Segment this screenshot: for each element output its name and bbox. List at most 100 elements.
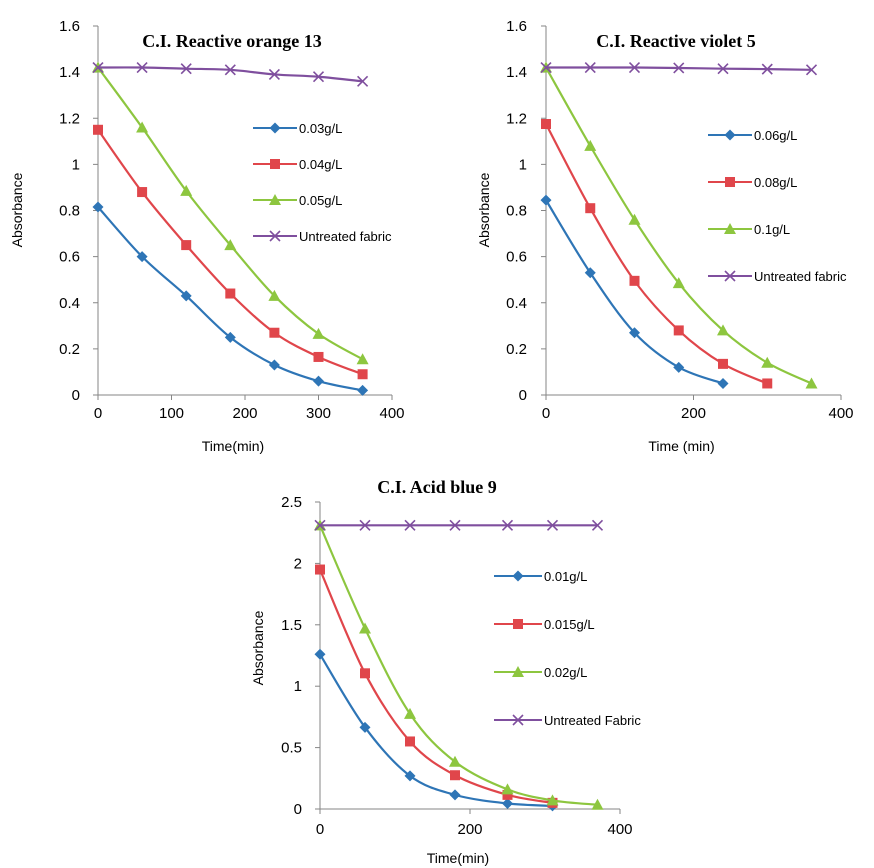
y-tick-label: 1 — [72, 156, 80, 173]
series-4 — [314, 519, 604, 531]
y-tick-label: 0.6 — [506, 249, 527, 266]
data-point — [137, 187, 148, 198]
data-point — [136, 61, 148, 74]
legend-swatch-marker — [512, 570, 524, 582]
legend-swatch-marker — [270, 159, 280, 169]
series-1 — [92, 201, 369, 396]
legend-label: 0.08g/L — [754, 175, 797, 190]
data-point — [315, 564, 325, 575]
data-point — [314, 519, 326, 531]
legend-label: 0.01g/L — [544, 569, 587, 584]
data-point — [357, 369, 368, 380]
legend-swatch-marker — [725, 177, 735, 187]
data-point — [673, 62, 685, 74]
legend-swatch-marker — [724, 270, 736, 282]
x-tick-label: 200 — [232, 405, 257, 422]
legend-item: 0.04g/L — [253, 157, 342, 172]
y-axis-label: Absorbance — [250, 610, 266, 685]
data-point — [628, 61, 641, 74]
x-tick-label: 400 — [379, 405, 404, 422]
data-point — [628, 213, 641, 225]
series-3 — [540, 61, 818, 389]
data-point — [584, 61, 596, 74]
data-point — [546, 519, 559, 531]
legend-item: 0.06g/L — [708, 128, 797, 143]
x-tick-label: 300 — [306, 405, 331, 422]
legend-item: 0.05g/L — [253, 193, 342, 208]
series-2 — [541, 119, 773, 389]
data-point — [540, 194, 552, 206]
series-line — [319, 653, 553, 808]
data-point — [225, 288, 236, 299]
data-point — [541, 119, 551, 130]
y-tick-label: 0.8 — [59, 203, 80, 220]
chart-1: C.I. Reactive orange 13 0 0.2 0.4 0.6 0.8 1 1.2… — [9, 18, 405, 454]
legend-item: 0.01g/L — [494, 569, 587, 584]
legend-item: Untreated fabric — [708, 269, 847, 284]
series-line — [97, 66, 364, 361]
y-tick-label: 0.4 — [59, 295, 80, 312]
data-point — [359, 622, 371, 634]
y-tick-label: 1.2 — [59, 110, 80, 127]
data-point — [359, 519, 371, 531]
data-point — [268, 359, 280, 371]
legend-swatch-marker — [269, 230, 281, 242]
y-tick-label: 1.4 — [59, 64, 80, 81]
data-point — [501, 783, 514, 795]
y-tick-label: 1.6 — [506, 18, 527, 35]
chart-title: C.I. Reactive violet 5 — [596, 31, 755, 51]
legend-label: Untreated fabric — [754, 269, 847, 284]
data-point — [313, 375, 324, 387]
data-point — [540, 61, 552, 74]
data-point — [359, 721, 371, 733]
data-point — [673, 325, 684, 336]
data-point — [761, 356, 774, 368]
data-point — [92, 201, 104, 213]
data-point — [180, 63, 192, 75]
legend-label: Untreated fabric — [299, 229, 392, 244]
data-point — [449, 789, 461, 801]
x-axis-label: Time(min) — [427, 850, 489, 866]
data-point — [180, 184, 193, 196]
y-tick-label: 1.4 — [506, 64, 527, 81]
data-point — [449, 755, 461, 767]
series-2 — [93, 124, 368, 380]
data-point — [584, 139, 597, 151]
data-point — [501, 519, 514, 531]
data-point — [268, 289, 281, 301]
x-tick-label: 400 — [828, 405, 853, 422]
data-point — [591, 519, 604, 531]
legend-label: Untreated Fabric — [544, 713, 641, 728]
data-point — [312, 71, 325, 83]
data-point — [672, 277, 685, 289]
legend-label: 0.06g/L — [754, 128, 797, 143]
data-point — [717, 63, 729, 75]
series-line — [545, 199, 724, 385]
series-4 — [540, 61, 818, 76]
data-point — [502, 797, 513, 809]
data-point — [673, 361, 685, 373]
y-axis-label: Absorbance — [476, 172, 492, 247]
data-point — [136, 251, 148, 263]
legend-label: 0.015g/L — [544, 617, 595, 632]
y-tick-label: 2.5 — [281, 494, 302, 511]
series-3 — [92, 61, 369, 365]
data-point — [502, 789, 513, 800]
x-tick-label: 200 — [681, 405, 706, 422]
legend-swatch-marker — [512, 666, 524, 677]
y-tick-label: 1.5 — [281, 617, 302, 634]
data-point — [313, 351, 324, 362]
x-axis-label: Time(min) — [202, 438, 264, 454]
chart-3: C.I. Acid blue 9 0 0.5 1 1.5 2 2.5 0 200 400 Time(… — [250, 477, 641, 866]
data-point — [312, 327, 325, 339]
data-point — [585, 203, 596, 214]
legend-item: 0.015g/L — [494, 617, 595, 632]
data-point — [404, 707, 416, 719]
y-tick-label: 2 — [294, 555, 302, 572]
data-point — [93, 124, 103, 135]
legend-label: 0.1g/L — [754, 222, 790, 237]
legend-swatch-marker — [512, 714, 524, 726]
data-point — [181, 240, 192, 251]
data-point — [405, 736, 415, 747]
